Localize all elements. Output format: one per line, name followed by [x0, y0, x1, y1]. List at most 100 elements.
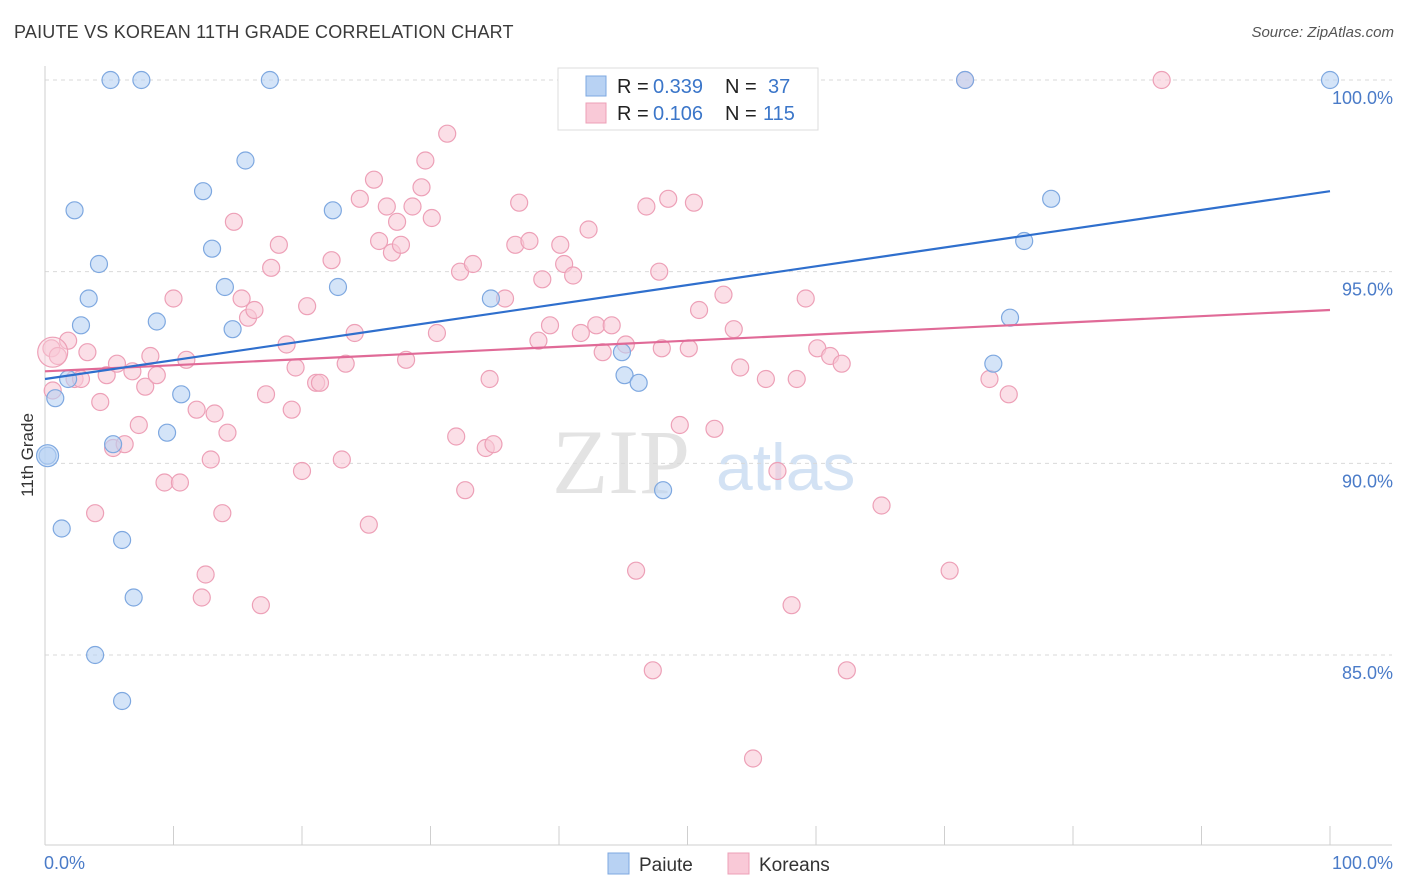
y-tick-label: 85.0%	[1342, 663, 1393, 683]
source-label: Source: ZipAtlas.com	[1251, 24, 1394, 41]
korean-point	[387, 212, 407, 231]
paiute-point	[223, 320, 242, 339]
axis-labels: 100.0% 95.0% 90.0% 85.0% 0.0% 100.0% 11th Grad…	[18, 88, 1393, 873]
korean-point	[602, 316, 621, 335]
korean-point	[332, 450, 351, 469]
korean-point	[650, 262, 669, 281]
korean-point	[91, 392, 110, 412]
korean-point	[670, 415, 689, 435]
paiute-point	[89, 254, 109, 274]
korean-point	[224, 212, 243, 231]
paiute-point	[481, 289, 500, 308]
korean-point	[129, 415, 148, 435]
korean-point	[940, 561, 959, 580]
korean-point	[684, 193, 704, 212]
korean-point	[251, 596, 270, 615]
paiute-point	[79, 289, 98, 308]
korean-point	[59, 331, 78, 350]
korean-point	[724, 320, 743, 339]
y-axis-title: 11th Grade	[18, 413, 37, 497]
legend-r-paiute: 0.339	[653, 76, 703, 98]
korean-point	[416, 151, 435, 170]
korean-point	[551, 235, 570, 254]
chart-title: PAIUTE VS KOREAN 11TH GRADE CORRELATION …	[14, 22, 514, 42]
korean-points	[37, 70, 1171, 768]
korean-point	[147, 366, 166, 385]
korean-point	[832, 354, 851, 373]
korean-point	[626, 561, 646, 580]
x-tick-label: 0.0%	[44, 853, 85, 873]
korean-point	[427, 323, 447, 343]
korean-point	[768, 461, 787, 481]
paiute-point	[46, 389, 65, 408]
korean-trend-line	[44, 308, 1331, 373]
korean-point	[743, 749, 763, 768]
paiute-point	[653, 481, 673, 500]
korean-point	[533, 270, 552, 289]
korean-point	[310, 373, 330, 392]
paiute-trend-line	[44, 190, 1331, 381]
paiute-point	[147, 312, 166, 331]
legend-n-label: N =	[725, 103, 757, 125]
korean-point	[170, 473, 190, 492]
korean-point	[136, 377, 155, 396]
paiute-point	[323, 201, 342, 220]
paiute-point	[172, 385, 191, 404]
paiute-point	[955, 70, 975, 90]
watermark-zip: ZIP	[552, 411, 690, 513]
korean-point	[643, 661, 662, 680]
korean-point	[282, 400, 301, 419]
y-tick-label: 95.0%	[1342, 280, 1393, 300]
paiute-point	[124, 588, 143, 607]
legend-n-label: N =	[725, 76, 757, 98]
korean-point	[787, 369, 806, 389]
korean-point	[463, 254, 483, 274]
korean-point	[659, 189, 678, 208]
korean-point	[587, 316, 606, 335]
korean-point	[359, 515, 378, 534]
paiute-point	[260, 70, 279, 90]
korean-point	[292, 461, 312, 481]
paiute-point	[629, 373, 648, 392]
korean-point	[218, 423, 237, 442]
korean-point	[201, 450, 220, 469]
legend-bottom-paiute: Paiute	[639, 855, 693, 876]
korean-point-large	[37, 336, 69, 368]
legend-stats: R = 0.339 N = 37 R = 0.106 N = 115	[557, 67, 819, 131]
paiute-point	[215, 277, 234, 297]
korean-point	[422, 208, 441, 228]
paiute-point	[1320, 70, 1340, 90]
korean-point	[205, 404, 224, 423]
korean-point	[980, 369, 999, 389]
korean-point	[164, 289, 183, 308]
korean-point	[593, 343, 612, 362]
legend-r-koreans: 0.106	[653, 103, 703, 125]
korean-point	[403, 197, 422, 216]
korean-point	[637, 197, 656, 216]
paiute-point	[1000, 308, 1020, 327]
korean-point	[196, 565, 215, 584]
korean-point	[520, 231, 539, 251]
korean-point	[438, 124, 457, 143]
korean-point	[529, 331, 548, 350]
legend-swatch-paiute	[585, 75, 607, 97]
y-tick-label: 90.0%	[1342, 471, 1393, 491]
paiute-point	[112, 691, 132, 711]
legend-n-paiute: 37	[768, 76, 790, 98]
paiute-point	[132, 70, 151, 90]
legend-n-koreans: 115	[763, 103, 795, 125]
paiute-point	[193, 182, 213, 201]
watermark-atlas: atlas	[716, 430, 855, 504]
trend-lines	[44, 190, 1331, 381]
paiute-point	[328, 277, 348, 297]
legend-series: Paiute Koreans	[607, 852, 830, 876]
legend-swatch-koreans	[585, 102, 607, 124]
korean-point	[540, 316, 560, 335]
korean-point	[364, 170, 384, 189]
korean-point	[391, 235, 411, 254]
paiute-point	[202, 239, 222, 258]
legend-bottom-swatch-paiute	[607, 852, 630, 875]
korean-point	[155, 473, 174, 492]
korean-point	[714, 285, 733, 304]
x-tick-label: 100.0%	[1332, 853, 1393, 873]
